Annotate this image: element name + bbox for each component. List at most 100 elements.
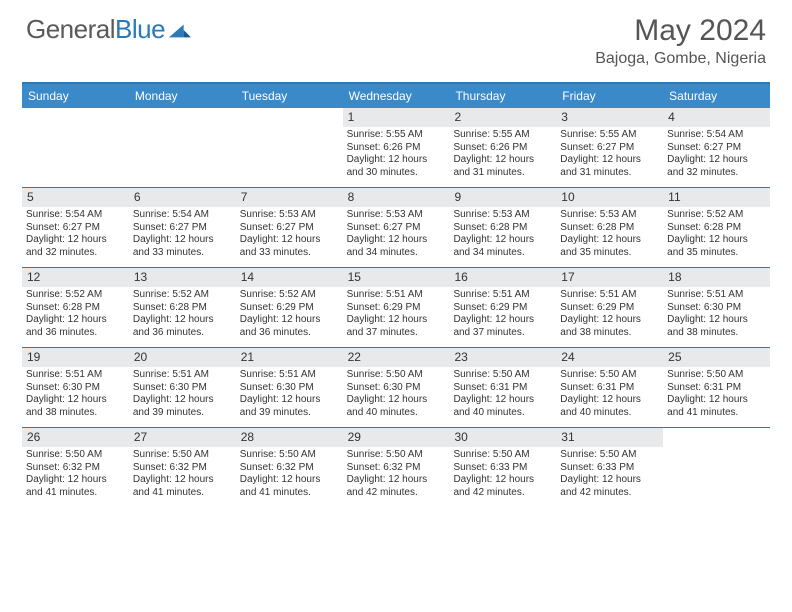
day-number: 11 (663, 188, 770, 207)
sunset-text: Sunset: 6:31 PM (667, 382, 766, 395)
day-number (22, 108, 129, 127)
daylight-text: Daylight: 12 hours and 42 minutes. (347, 474, 446, 499)
sunset-text: Sunset: 6:30 PM (240, 382, 339, 395)
day-number: 13 (129, 268, 236, 287)
sunrise-text: Sunrise: 5:50 AM (560, 449, 659, 462)
calendar-cell-2: 2 Sunrise: 5:55 AMSunset: 6:26 PMDaylight… (449, 108, 556, 187)
day-body: Sunrise: 5:50 AMSunset: 6:30 PMDaylight:… (343, 367, 450, 427)
daylight-text: Daylight: 12 hours and 41 minutes. (240, 474, 339, 499)
sunset-text: Sunset: 6:28 PM (667, 222, 766, 235)
day-body: Sunrise: 5:53 AMSunset: 6:28 PMDaylight:… (556, 207, 663, 267)
calendar-cell-11: 11Sunrise: 5:52 AMSunset: 6:28 PMDayligh… (663, 188, 770, 267)
daylight-text: Daylight: 12 hours and 41 minutes. (26, 474, 125, 499)
dayname-row: SundayMondayTuesdayWednesdayThursdayFrid… (22, 84, 770, 108)
day-number: 21 (236, 348, 343, 367)
day-number: 2 (449, 108, 556, 127)
sunrise-text: Sunrise: 5:51 AM (667, 289, 766, 302)
day-number: 20 (129, 348, 236, 367)
day-body: Sunrise: 5:50 AMSunset: 6:32 PMDaylight:… (343, 447, 450, 507)
sunrise-text: Sunrise: 5:50 AM (347, 369, 446, 382)
calendar-cell-16: 16Sunrise: 5:51 AMSunset: 6:29 PMDayligh… (449, 268, 556, 347)
day-number: 1 (343, 108, 450, 127)
sunrise-text: Sunrise: 5:50 AM (133, 449, 232, 462)
sunrise-text: Sunrise: 5:50 AM (667, 369, 766, 382)
day-number: 5 (22, 188, 129, 207)
calendar-cell-5: 5Sunrise: 5:54 AMSunset: 6:27 PMDaylight… (22, 188, 129, 267)
day-number: 16 (449, 268, 556, 287)
daylight-text: Daylight: 12 hours and 38 minutes. (667, 314, 766, 339)
sunset-text: Sunset: 6:30 PM (347, 382, 446, 395)
day-number: 25 (663, 348, 770, 367)
calendar-cell-13: 13Sunrise: 5:52 AMSunset: 6:28 PMDayligh… (129, 268, 236, 347)
day-body: Sunrise: 5:52 AMSunset: 6:29 PMDaylight:… (236, 287, 343, 347)
sunrise-text: Sunrise: 5:55 AM (453, 129, 552, 142)
sunset-text: Sunset: 6:32 PM (347, 462, 446, 475)
dayname-saturday: Saturday (663, 84, 770, 108)
day-body: Sunrise: 5:50 AMSunset: 6:32 PMDaylight:… (236, 447, 343, 507)
day-number (663, 428, 770, 447)
day-number: 10 (556, 188, 663, 207)
sunset-text: Sunset: 6:31 PM (453, 382, 552, 395)
sunrise-text: Sunrise: 5:50 AM (347, 449, 446, 462)
day-body: Sunrise: 5:51 AMSunset: 6:30 PMDaylight:… (129, 367, 236, 427)
dayname-thursday: Thursday (449, 84, 556, 108)
calendar-cell-31: 31Sunrise: 5:50 AMSunset: 6:33 PMDayligh… (556, 428, 663, 507)
day-body: Sunrise: 5:50 AMSunset: 6:31 PMDaylight:… (556, 367, 663, 427)
day-number: 29 (343, 428, 450, 447)
daylight-text: Daylight: 12 hours and 37 minutes. (347, 314, 446, 339)
dayname-wednesday: Wednesday (343, 84, 450, 108)
daylight-text: Daylight: 12 hours and 34 minutes. (347, 234, 446, 259)
day-body: Sunrise: 5:54 AMSunset: 6:27 PMDaylight:… (129, 207, 236, 267)
daylight-text: Daylight: 12 hours and 31 minutes. (453, 154, 552, 179)
sunrise-text: Sunrise: 5:55 AM (347, 129, 446, 142)
calendar-cell-25: 25 Sunrise: 5:50 AMSunset: 6:31 PMDayligh… (663, 348, 770, 427)
calendar-cell-26: 26Sunrise: 5:50 AMSunset: 6:32 PMDayligh… (22, 428, 129, 507)
sunrise-text: Sunrise: 5:50 AM (26, 449, 125, 462)
sunset-text: Sunset: 6:28 PM (560, 222, 659, 235)
sunrise-text: Sunrise: 5:51 AM (453, 289, 552, 302)
sunrise-text: Sunrise: 5:50 AM (453, 369, 552, 382)
sunrise-text: Sunrise: 5:53 AM (560, 209, 659, 222)
logo: GeneralBlue (26, 14, 191, 45)
calendar-cell-27: 27Sunrise: 5:50 AMSunset: 6:32 PMDayligh… (129, 428, 236, 507)
day-number: 12 (22, 268, 129, 287)
daylight-text: Daylight: 12 hours and 37 minutes. (453, 314, 552, 339)
day-body: Sunrise: 5:51 AMSunset: 6:29 PMDaylight:… (449, 287, 556, 347)
sunset-text: Sunset: 6:29 PM (347, 302, 446, 315)
calendar-cell-8: 8Sunrise: 5:53 AMSunset: 6:27 PMDaylight… (343, 188, 450, 267)
day-number: 22 (343, 348, 450, 367)
sunset-text: Sunset: 6:32 PM (133, 462, 232, 475)
day-number: 31 (556, 428, 663, 447)
day-body: Sunrise: 5:54 AMSunset: 6:27 PMDaylight:… (663, 127, 770, 187)
logo-triangle-icon (169, 22, 191, 38)
daylight-text: Daylight: 12 hours and 35 minutes. (560, 234, 659, 259)
daylight-text: Daylight: 12 hours and 41 minutes. (667, 394, 766, 419)
day-number: 7 (236, 188, 343, 207)
calendar-cell-3: 3Sunrise: 5:55 AMSunset: 6:27 PMDaylight… (556, 108, 663, 187)
week-row: 1Sunrise: 5:55 AMSunset: 6:26 PMDaylight… (22, 108, 770, 187)
sunrise-text: Sunrise: 5:52 AM (240, 289, 339, 302)
calendar-cell-18: 18Sunrise: 5:51 AMSunset: 6:30 PMDayligh… (663, 268, 770, 347)
sunset-text: Sunset: 6:30 PM (26, 382, 125, 395)
day-body: Sunrise: 5:51 AMSunset: 6:30 PMDaylight:… (663, 287, 770, 347)
day-body: Sunrise: 5:52 AMSunset: 6:28 PMDaylight:… (22, 287, 129, 347)
calendar-cell-30: 30Sunrise: 5:50 AMSunset: 6:33 PMDayligh… (449, 428, 556, 507)
calendar: SundayMondayTuesdayWednesdayThursdayFrid… (22, 82, 770, 507)
day-number: 15 (343, 268, 450, 287)
calendar-cell-28: 28Sunrise: 5:50 AMSunset: 6:32 PMDayligh… (236, 428, 343, 507)
day-body: Sunrise: 5:54 AMSunset: 6:27 PMDaylight:… (22, 207, 129, 267)
calendar-cell-14: 14Sunrise: 5:52 AMSunset: 6:29 PMDayligh… (236, 268, 343, 347)
sunset-text: Sunset: 6:29 PM (240, 302, 339, 315)
daylight-text: Daylight: 12 hours and 36 minutes. (133, 314, 232, 339)
sunset-text: Sunset: 6:26 PM (453, 142, 552, 155)
sunset-text: Sunset: 6:27 PM (560, 142, 659, 155)
sunset-text: Sunset: 6:27 PM (26, 222, 125, 235)
sunrise-text: Sunrise: 5:50 AM (453, 449, 552, 462)
day-body: Sunrise: 5:50 AMSunset: 6:31 PMDaylight:… (449, 367, 556, 427)
day-number: 24 (556, 348, 663, 367)
sunrise-text: Sunrise: 5:52 AM (667, 209, 766, 222)
daylight-text: Daylight: 12 hours and 33 minutes. (133, 234, 232, 259)
sunrise-text: Sunrise: 5:51 AM (240, 369, 339, 382)
sunset-text: Sunset: 6:32 PM (26, 462, 125, 475)
daylight-text: Daylight: 12 hours and 40 minutes. (453, 394, 552, 419)
